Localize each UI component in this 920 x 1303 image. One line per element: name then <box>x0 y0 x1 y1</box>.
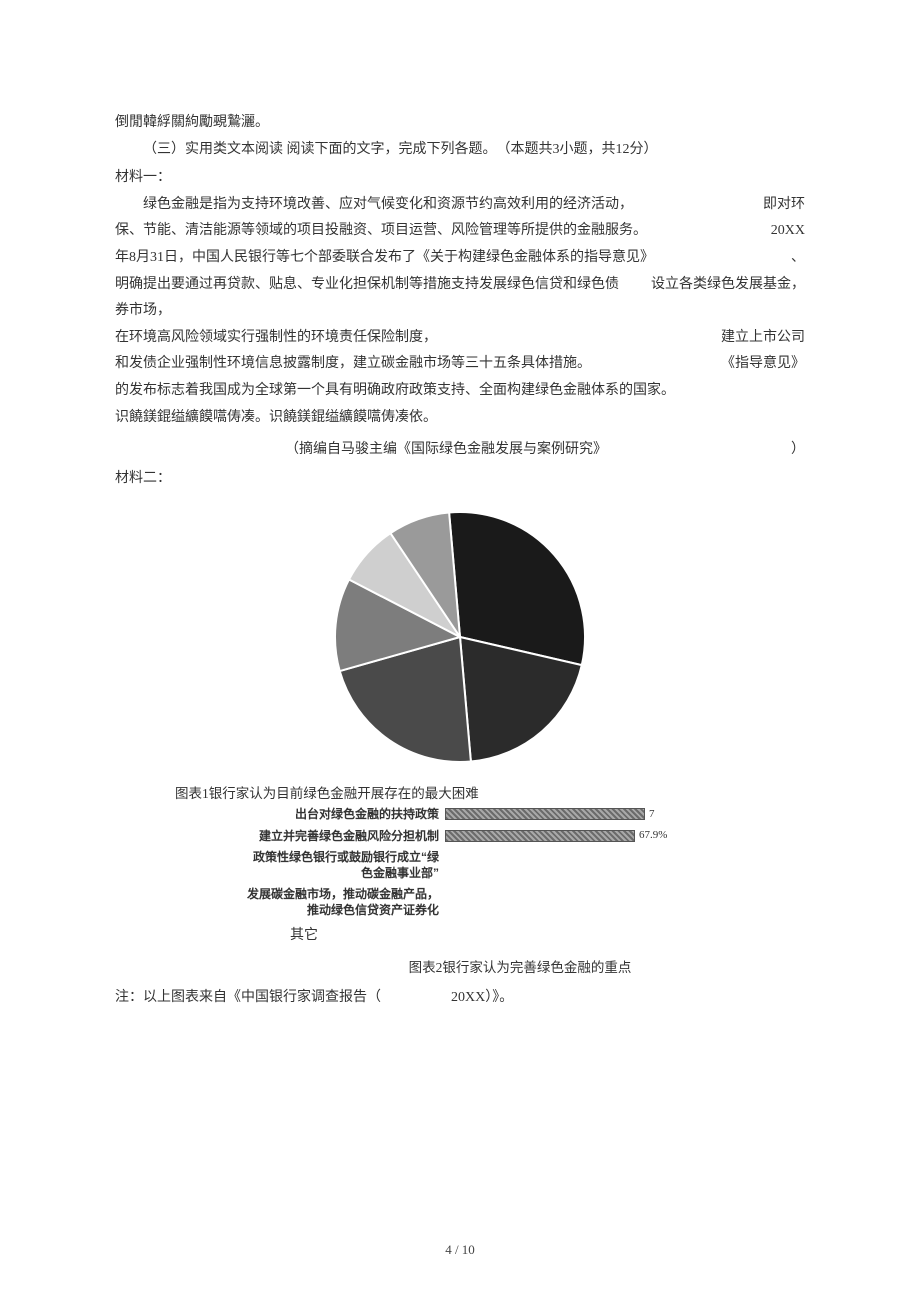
bar-row: 出台对绿色金融的扶持政策 7 <box>205 807 805 823</box>
bar-other-label: 其它 <box>115 923 805 950</box>
paragraph-tail-2: 识饒鎂錕缢纊饃嚆俦凑。识饒鎂錕缢纊饃嚆俦凑依。 <box>115 405 805 432</box>
line-left: 年8月31日，中国人民银行等七个部委联合发布了《关于构建绿色金融体系的指导意见》 <box>115 245 654 272</box>
line-left: 绿色金融是指为支持环境改善、应对气候变化和资源节约高效利用的经济活动， <box>115 192 633 219</box>
paragraph-line: 年8月31日，中国人民银行等七个部委联合发布了《关于构建绿色金融体系的指导意见》… <box>115 245 805 272</box>
line-right: 20XX <box>771 218 805 245</box>
paragraph-line: 保、节能、清洁能源等领域的项目投融资、项目运营、风险管理等所提供的金融服务。 20… <box>115 218 805 245</box>
chart1-caption: 图表1银行家认为目前绿色金融开展存在的最大困难 <box>115 781 805 807</box>
bar-label: 发展碳金融市场，推动碳金融产品， 推动绿色信贷资产证券化 <box>205 887 445 918</box>
bar-row: 建立并完善绿色金融风险分担机制67.9% <box>205 829 805 845</box>
bar-value: 7 <box>649 804 655 825</box>
note-left: 注：以上图表来自《中国银行家调查报告（ <box>115 990 381 1005</box>
line-right: 、 <box>791 245 805 272</box>
line-left: 和发债企业强制性环境信息披露制度，建立碳金融市场等三十五条具体措施。 <box>115 351 591 378</box>
source-note: 注：以上图表来自《中国银行家调查报告（ 20XX）》。 <box>115 985 805 1012</box>
line-left: 在环境高风险领域实行强制性的环境责任保险制度， <box>115 325 437 352</box>
paragraph-line: 和发债企业强制性环境信息披露制度，建立碳金融市场等三十五条具体措施。 《指导意见》 <box>115 351 805 378</box>
bar-fill <box>445 808 645 820</box>
paragraph-tail-1: 的发布标志着我国成为全球第一个具有明确政府政策支持、全面构建绿色金融体系的国家。 <box>115 378 805 405</box>
section-heading: （三）实用类文本阅读 阅读下面的文字，完成下列各题。 （本题共3小题，共12分） <box>115 137 805 164</box>
bar-row: 政策性绿色银行或鼓励银行成立“绿 色金融事业部” <box>205 850 805 881</box>
paragraph-line: 绿色金融是指为支持环境改善、应对气候变化和资源节约高效利用的经济活动， 即对环 <box>115 192 805 219</box>
paragraph-line: 在环境高风险领域实行强制性的环境责任保险制度， 建立上市公司 <box>115 325 805 352</box>
bar-fill <box>445 830 635 842</box>
bar-row: 发展碳金融市场，推动碳金融产品， 推动绿色信贷资产证券化 <box>205 887 805 918</box>
line-left: 明确提出要通过再贷款、贴息、专业化担保机制等措施支持发展绿色信贷和绿色债券市场， <box>115 272 631 325</box>
bar-chart: 出台对绿色金融的扶持政策7建立并完善绿色金融风险分担机制67.9%政策性绿色银行… <box>205 807 805 919</box>
paragraph-line: 明确提出要通过再贷款、贴息、专业化担保机制等措施支持发展绿色信贷和绿色债券市场，… <box>115 272 805 325</box>
line-right: 建立上市公司 <box>721 325 805 352</box>
source-citation: （摘编自马骏主编《国际绿色金融发展与案例研究》 ） <box>115 437 805 464</box>
line-right: 设立各类绿色发展基金， <box>651 272 805 299</box>
bar-label: 出台对绿色金融的扶持政策 <box>205 807 445 823</box>
line-left: 保、节能、清洁能源等领域的项目投融资、项目运营、风险管理等所提供的金融服务。 <box>115 218 647 245</box>
page-number: 4 / 10 <box>0 1238 920 1263</box>
garbled-text: 倒閒韓綒關絇勵覡鷙灑。 <box>115 110 805 137</box>
material1-label: 材料一： <box>115 165 805 192</box>
bar-label: 政策性绿色银行或鼓励银行成立“绿 色金融事业部” <box>205 850 445 881</box>
bar-label: 建立并完善绿色金融风险分担机制 <box>205 829 445 845</box>
note-mid: 20XX）》。 <box>451 990 513 1005</box>
pie-svg <box>310 502 610 777</box>
paragraph-body: 绿色金融是指为支持环境改善、应对气候变化和资源节约高效利用的经济活动，即对环保、… <box>115 192 805 378</box>
source-text: （摘编自马骏主编《国际绿色金融发展与案例研究》 <box>285 437 607 464</box>
bar-value: 67.9% <box>639 825 667 846</box>
pie-chart <box>115 502 805 777</box>
line-right: 即对环 <box>763 192 805 219</box>
material2-label: 材料二： <box>115 466 805 493</box>
source-paren: ） <box>791 437 805 464</box>
chart2-caption: 图表2银行家认为完善绿色金融的重点 <box>115 955 805 981</box>
line-right: 《指导意见》 <box>721 351 805 378</box>
